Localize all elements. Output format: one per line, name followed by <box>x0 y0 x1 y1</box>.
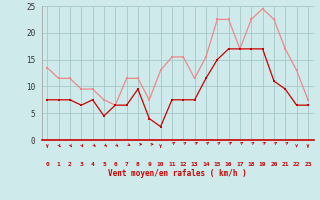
X-axis label: Vent moyen/en rafales ( km/h ): Vent moyen/en rafales ( km/h ) <box>108 169 247 178</box>
